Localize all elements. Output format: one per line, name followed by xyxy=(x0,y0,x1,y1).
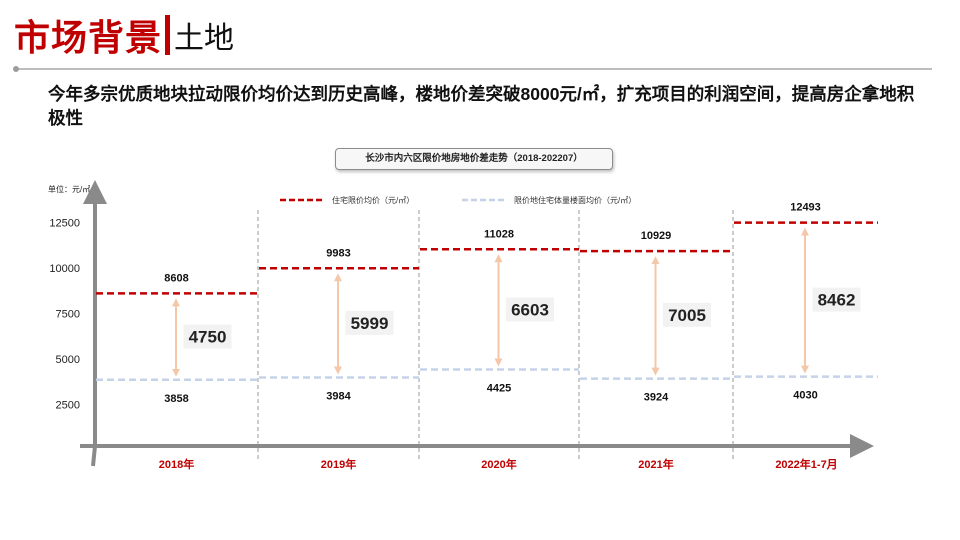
y-tick-label: 7500 xyxy=(56,309,80,321)
category-label: 2018年 xyxy=(159,457,194,471)
upper-value-label: 9983 xyxy=(326,247,350,259)
page-title-sub: 土地 xyxy=(174,22,235,55)
lower-value-label: 3858 xyxy=(164,393,188,405)
y-tick-label: 2500 xyxy=(56,400,80,412)
lower-value-label: 3984 xyxy=(326,390,351,402)
page-title: 市场背景 土地 xyxy=(14,8,234,62)
lower-value-label: 4030 xyxy=(793,390,817,402)
y-tick-label: 10000 xyxy=(49,263,80,275)
legend-label-upper: 住宅限价均价（元/㎡） xyxy=(332,195,414,205)
upper-value-label: 11028 xyxy=(484,228,514,240)
upper-value-label: 10929 xyxy=(641,230,672,242)
gap-value-label: 8462 xyxy=(818,291,856,310)
category-label: 2020年 xyxy=(481,457,516,471)
gap-value-label: 6603 xyxy=(511,300,549,319)
chart-title: 长沙市内六区限价地房地价差走势（2018-202207） xyxy=(335,148,613,170)
legend-label-lower: 限价地住宅体量楼面均价（元/㎡） xyxy=(514,195,636,205)
title-underline-dot xyxy=(13,66,19,72)
upper-value-label: 8608 xyxy=(164,272,188,284)
gap-value-label: 4750 xyxy=(189,328,227,347)
gap-value-box xyxy=(345,310,394,335)
title-divider xyxy=(165,15,171,55)
gap-value-label: 7005 xyxy=(668,306,706,325)
y-tick-label: 5000 xyxy=(56,354,80,366)
gap-value-box xyxy=(663,302,711,327)
upper-value-label: 12493 xyxy=(790,202,821,214)
gap-value-box xyxy=(183,324,232,349)
gap-value-box xyxy=(812,287,861,312)
gap-value-label: 5999 xyxy=(351,314,389,333)
y-tick-label: 12500 xyxy=(49,218,80,230)
title-underline xyxy=(14,68,932,70)
y-axis-stub xyxy=(91,445,97,467)
category-label: 2022年1-7月 xyxy=(775,457,837,471)
lower-value-label: 4425 xyxy=(487,382,511,394)
page-title-main: 市场背景 xyxy=(14,17,163,58)
unit-label: 单位：元/㎡ xyxy=(48,184,90,194)
gap-value-box xyxy=(506,297,554,322)
category-label: 2021年 xyxy=(638,457,673,471)
category-label: 2019年 xyxy=(321,457,356,471)
lower-value-label: 3924 xyxy=(644,392,669,404)
headline-text: 今年多宗优质地块拉动限价均价达到历史高峰，楼地价差突破8000元/㎡，扩充项目的… xyxy=(48,84,915,128)
